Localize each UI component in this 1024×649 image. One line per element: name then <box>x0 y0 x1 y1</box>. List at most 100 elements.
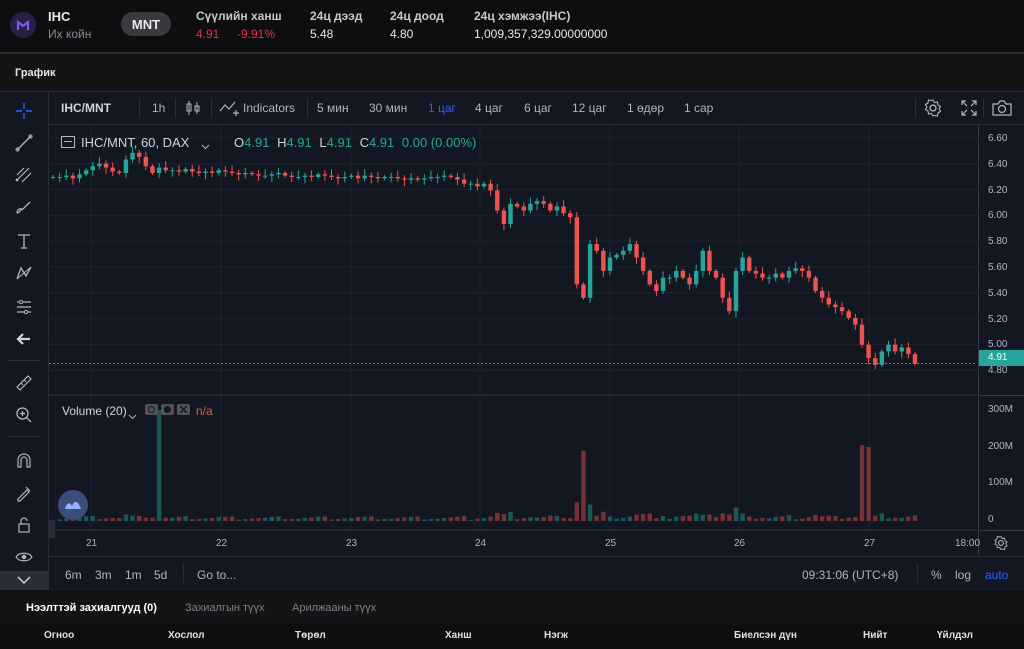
clock-timezone[interactable]: 09:31:06 (UTC+8) <box>802 568 899 582</box>
volume-settings-icon[interactable] <box>161 404 174 415</box>
candle-body <box>793 268 798 271</box>
tab-open-orders[interactable]: Нээлттэй захиалгууд (0) <box>26 602 157 614</box>
range-1m-button[interactable]: 1m <box>125 568 142 582</box>
fullscreen-icon[interactable] <box>959 98 979 121</box>
candle-body <box>137 152 142 157</box>
fib-tool-icon[interactable] <box>12 164 36 186</box>
orders-table-header: Огноо Хослол Төрөл Ханш Нэгж Биелсэн дүн… <box>0 624 1024 649</box>
prediction-tool-icon[interactable] <box>12 296 36 318</box>
camera-icon[interactable] <box>991 98 1013 121</box>
volume-bar <box>322 516 328 521</box>
candle-body <box>355 175 361 179</box>
settings-gear-icon[interactable] <box>923 98 943 121</box>
volume-bar <box>760 517 765 521</box>
magnet-icon[interactable] <box>12 450 36 472</box>
candle-body <box>501 210 507 224</box>
volume-bar <box>130 515 135 521</box>
interval-5-button[interactable]: 6 цаг <box>524 101 552 115</box>
volume-bar <box>137 515 142 521</box>
candle-body <box>886 344 891 352</box>
quote-currency-button[interactable]: MNT <box>121 12 171 36</box>
price-tick-label: 5.00 <box>988 339 1008 351</box>
volume-bar <box>362 516 367 521</box>
indicators-icon[interactable] <box>219 99 241 120</box>
candle-body <box>640 257 646 271</box>
price-tick-label: 6.00 <box>988 210 1008 222</box>
interval-button[interactable]: 1h <box>152 101 166 115</box>
candle-body <box>110 167 115 172</box>
change-percent: -9.91% <box>237 27 276 41</box>
candle-body <box>269 174 275 176</box>
volume-remove-icon[interactable] <box>177 404 190 415</box>
candle-body <box>846 311 851 318</box>
ruler-icon[interactable] <box>12 372 36 394</box>
collapse-left-handle[interactable] <box>49 520 55 538</box>
percent-scale-button[interactable]: % <box>931 568 942 582</box>
volume-chevron-icon[interactable] <box>128 409 137 423</box>
candle-body <box>720 277 725 298</box>
range-3m-button[interactable]: 3m <box>95 568 112 582</box>
lock-icon[interactable] <box>12 514 36 536</box>
price-chart-area[interactable]: IHC/MNT, 60, DAX O4.91 H4.91 L4.91 C4.91… <box>49 125 977 555</box>
collapse-legend-icon[interactable] <box>61 136 75 148</box>
candlestick-chart[interactable] <box>49 125 977 555</box>
candle-body <box>117 171 122 173</box>
candle-body <box>800 268 805 271</box>
volume-bar <box>879 513 885 521</box>
candle-body <box>435 176 440 178</box>
trend-line-icon[interactable] <box>12 132 36 154</box>
volume-bar <box>475 518 480 521</box>
indicators-button[interactable]: Indicators <box>243 101 296 115</box>
volume-bar <box>700 514 706 521</box>
symbol-search-button[interactable]: IHC/MNT <box>61 101 111 115</box>
volume-bar <box>229 516 235 521</box>
interval-3-button[interactable]: 1 цаг <box>428 101 456 115</box>
interval-2-button[interactable]: 30 мин <box>369 101 408 115</box>
crosshair-icon[interactable] <box>12 100 36 122</box>
brush-icon[interactable] <box>12 196 36 218</box>
volume-bar <box>388 518 394 521</box>
interval-4-button[interactable]: 4 цаг <box>475 101 503 115</box>
tab-order-history[interactable]: Захиалгын түүх <box>185 602 265 614</box>
interval-6-button[interactable]: 12 цаг <box>572 101 607 115</box>
volume-bar <box>581 450 586 521</box>
interval-1-button[interactable]: 5 мин <box>317 101 349 115</box>
auto-scale-button[interactable]: auto <box>985 568 1009 582</box>
candle-style-icon[interactable] <box>183 99 203 120</box>
candle-body <box>422 178 427 180</box>
tab-trade-history[interactable]: Арилжааны түүх <box>292 602 377 614</box>
text-tool-icon[interactable] <box>12 230 36 252</box>
price-axis[interactable]: 6.60 6.40 6.20 6.00 5.80 5.60 5.40 5.20 5.00 4.80… <box>978 125 1024 555</box>
axis-settings-icon[interactable] <box>993 535 1009 554</box>
pattern-tool-icon[interactable] <box>12 262 36 284</box>
candle-body <box>514 203 520 207</box>
zoom-in-icon[interactable] <box>12 404 36 426</box>
draw-mode-icon[interactable] <box>12 482 36 504</box>
expand-toolbar-button[interactable] <box>0 571 48 590</box>
candle-body <box>382 176 387 179</box>
time-tick-label: 23 <box>346 538 358 549</box>
volume-legend-title[interactable]: Volume (20) <box>62 404 127 418</box>
chevron-down-icon[interactable] <box>201 139 210 153</box>
candle-body <box>674 270 679 278</box>
candle-body <box>813 277 818 292</box>
volume-visibility-icon[interactable] <box>145 404 158 415</box>
candle-body <box>302 175 308 177</box>
interval-7-button[interactable]: 1 өдөр <box>627 101 665 115</box>
log-scale-button[interactable]: log <box>955 568 972 582</box>
candle-body <box>282 172 288 176</box>
go-to-date-button[interactable]: Go to... <box>197 568 237 582</box>
legend-title[interactable]: IHC/MNT, 60, DAX <box>81 135 190 150</box>
candle-body <box>262 175 268 177</box>
back-arrow-icon[interactable] <box>12 328 36 350</box>
interval-8-button[interactable]: 1 сар <box>684 101 714 115</box>
candle-body <box>176 170 182 172</box>
candle-body <box>428 176 434 179</box>
candle-body <box>654 284 659 292</box>
range-5d-button[interactable]: 5d <box>154 568 168 582</box>
eye-icon[interactable] <box>12 546 36 568</box>
time-axis[interactable]: 21 22 23 24 25 26 27 18:00 <box>49 530 980 555</box>
volume-value: 1,009,357,329.00000000 <box>474 27 608 41</box>
range-6m-button[interactable]: 6m <box>65 568 82 582</box>
candle-body <box>455 176 460 180</box>
